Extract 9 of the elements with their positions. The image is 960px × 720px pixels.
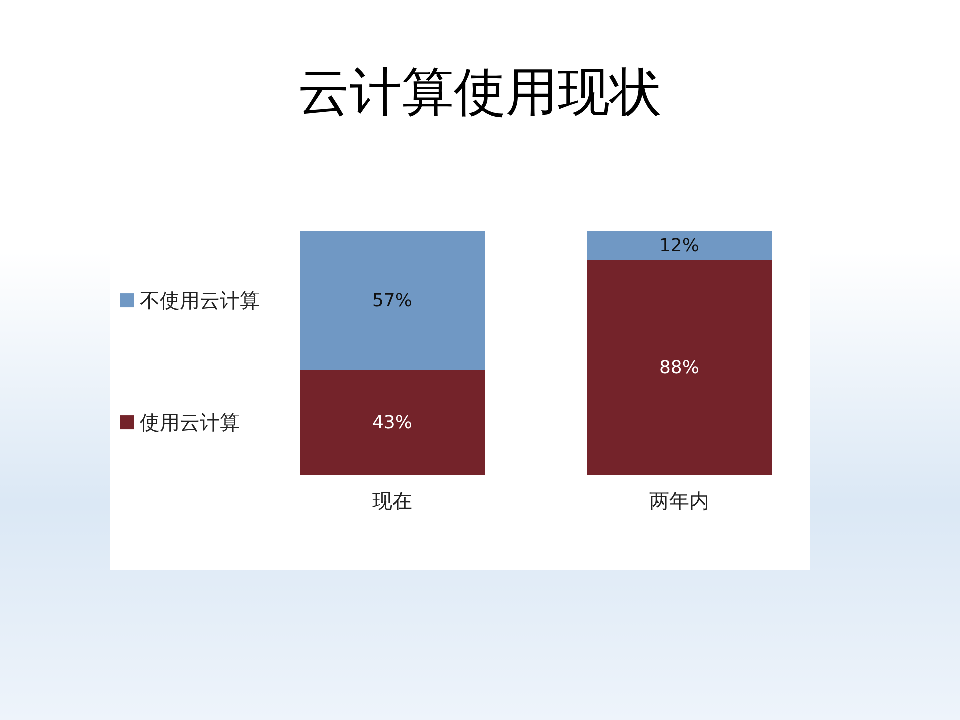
data-label: 43% <box>372 412 413 434</box>
x-tick-label: 两年内 <box>650 489 710 513</box>
chart-title: 云计算使用现状 <box>298 63 662 123</box>
x-tick-label: 现在 <box>372 489 412 513</box>
data-label: 88% <box>659 358 700 379</box>
data-label: 57% <box>372 290 413 312</box>
data-label: 12% <box>659 236 700 257</box>
legend-label: 不使用云计算 <box>140 288 260 313</box>
legend-label: 使用云计算 <box>140 410 240 435</box>
